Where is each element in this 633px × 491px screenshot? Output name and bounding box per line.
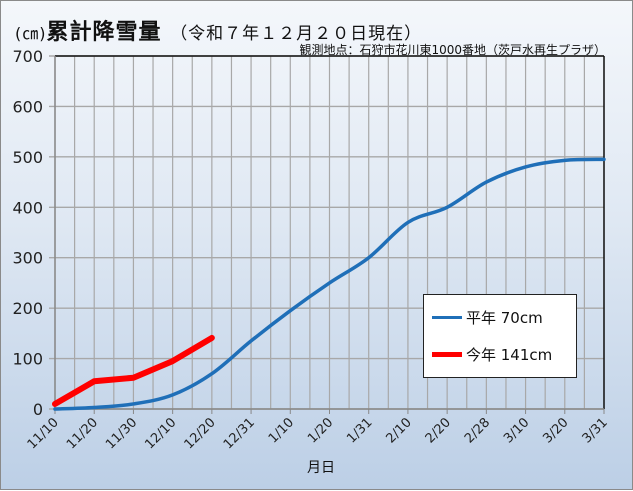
unit-label: (㎝) — [15, 24, 47, 43]
series-line-normal — [53, 157, 606, 411]
x-tick-label: 2/20 — [423, 415, 454, 446]
x-tick-label: 3/31 — [580, 415, 611, 446]
x-tick-label: 3/20 — [540, 415, 571, 446]
y-tick-label: 500 — [12, 148, 43, 167]
x-tick-label: 12/10 — [142, 415, 179, 452]
y-tick-label: 400 — [12, 198, 43, 217]
x-tick-label: 12/20 — [182, 415, 219, 452]
y-tick-label: 100 — [12, 350, 43, 369]
y-tick-label: 700 — [12, 47, 43, 66]
title-main: 累計降雪量 — [46, 20, 162, 45]
legend-label-this-year: 今年 141cm — [466, 346, 553, 364]
x-axis-label: 月日 — [307, 460, 335, 476]
x-tick-label: 11/30 — [103, 415, 140, 452]
legend: 平年 70cm 今年 141cm — [423, 294, 577, 378]
x-tick-label: 2/28 — [462, 415, 493, 446]
x-tick-label: 2/10 — [384, 415, 415, 446]
x-tick-label: 1/10 — [266, 415, 297, 446]
series-line-this-year — [52, 334, 215, 407]
legend-item-normal: 平年 70cm — [432, 307, 543, 328]
legend-swatch-this-year — [432, 352, 462, 357]
y-tick-label: 300 — [12, 249, 43, 268]
x-tick-label: 1/20 — [305, 415, 336, 446]
title-date: （令和７年１２月２０日現在） — [170, 24, 423, 44]
x-tick-label: 12/31 — [221, 415, 258, 452]
legend-item-this-year: 今年 141cm — [432, 344, 552, 365]
y-tick-label: 600 — [12, 97, 43, 116]
x-tick-label: 11/10 — [25, 415, 62, 452]
legend-swatch-normal — [432, 316, 462, 319]
y-tick-label: 200 — [12, 299, 43, 318]
chart-title: (㎝)累計降雪量 （令和７年１２月２０日現在） — [15, 14, 422, 46]
x-tick-label: 1/31 — [344, 415, 375, 446]
chart-subtitle: 観測地点：石狩市花川東1000番地（茨戸水再生プラザ） — [299, 43, 606, 57]
legend-label-normal: 平年 70cm — [466, 309, 543, 327]
x-tick-label: 11/20 — [64, 415, 101, 452]
x-tick-label: 3/10 — [501, 415, 532, 446]
y-tick-label: 0 — [33, 400, 43, 419]
